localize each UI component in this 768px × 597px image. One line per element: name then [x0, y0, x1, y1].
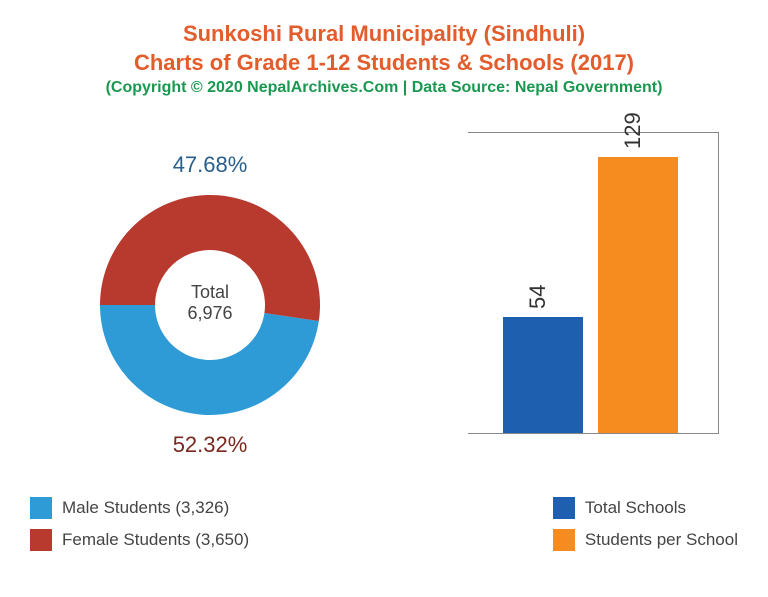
bar-value-label: 54: [525, 285, 551, 309]
bar-chart: 54129: [428, 132, 738, 472]
donut-chart: 47.68% Total 6,976 52.32%: [30, 142, 390, 462]
donut-total-label: Total: [85, 282, 335, 303]
bar-value-label: 129: [620, 112, 646, 149]
legend-swatch: [30, 529, 52, 551]
donut-total-value: 6,976: [85, 303, 335, 324]
titles-block: Sunkoshi Rural Municipality (Sindhuli) C…: [30, 20, 738, 97]
donut-wrap: 47.68% Total 6,976 52.32%: [85, 142, 335, 462]
title-line1: Sunkoshi Rural Municipality (Sindhuli): [30, 20, 738, 49]
legend-row: Male Students (3,326) Female Students (3,…: [30, 497, 738, 551]
bar-plot: 54129: [468, 132, 719, 434]
legend-label: Students per School: [585, 530, 738, 550]
legend-swatch: [553, 529, 575, 551]
legend-swatch: [553, 497, 575, 519]
bar: [598, 157, 678, 433]
legend-swatch: [30, 497, 52, 519]
title-line2: Charts of Grade 1-12 Students & Schools …: [30, 49, 738, 78]
chart-container: Sunkoshi Rural Municipality (Sindhuli) C…: [0, 0, 768, 597]
charts-row: 47.68% Total 6,976 52.32% 54129: [30, 117, 738, 487]
legend-item: Students per School: [553, 529, 738, 551]
legend-bars: Total Schools Students per School: [553, 497, 738, 551]
legend-label: Female Students (3,650): [62, 530, 249, 550]
legend-item: Male Students (3,326): [30, 497, 249, 519]
bar: [503, 317, 583, 433]
legend-label: Total Schools: [585, 498, 686, 518]
donut-center: Total 6,976: [85, 282, 335, 324]
legend-item: Total Schools: [553, 497, 738, 519]
donut-pct-female: 52.32%: [85, 432, 335, 458]
donut-pct-male: 47.68%: [85, 152, 335, 178]
legend-donut: Male Students (3,326) Female Students (3,…: [30, 497, 249, 551]
legend-item: Female Students (3,650): [30, 529, 249, 551]
legend-label: Male Students (3,326): [62, 498, 229, 518]
title-copyright: (Copyright © 2020 NepalArchives.Com | Da…: [30, 79, 738, 97]
